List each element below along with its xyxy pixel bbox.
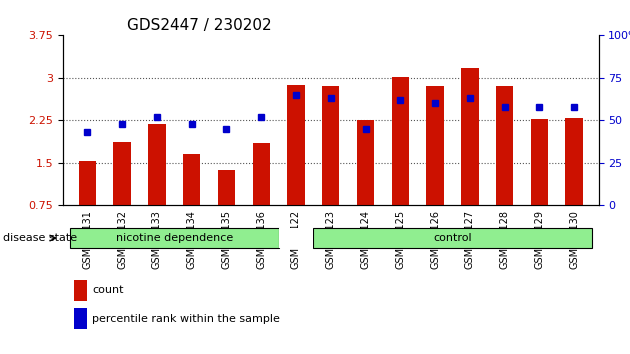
Bar (357, 120, 374, 205)
Bar (278, 228, 313, 249)
Bar (496, 86, 513, 205)
Text: count: count (93, 285, 124, 295)
Text: nicotine dependence: nicotine dependence (116, 233, 233, 243)
Bar (253, 143, 270, 205)
Bar (287, 85, 305, 205)
FancyBboxPatch shape (313, 228, 592, 249)
Bar (322, 86, 340, 205)
Bar (113, 142, 131, 205)
Text: percentile rank within the sample: percentile rank within the sample (93, 314, 280, 324)
Text: disease state: disease state (3, 233, 77, 243)
Bar (566, 118, 583, 205)
Text: GDS2447 / 230202: GDS2447 / 230202 (127, 18, 272, 33)
Bar (74, 280, 87, 301)
Bar (74, 308, 87, 329)
Bar (183, 154, 200, 205)
FancyBboxPatch shape (70, 228, 278, 249)
Bar (79, 161, 96, 205)
Bar (427, 86, 444, 205)
Bar (530, 119, 548, 205)
Text: control: control (433, 233, 472, 243)
Bar (461, 68, 479, 205)
Bar (148, 124, 166, 205)
Bar (392, 77, 409, 205)
Bar (218, 170, 235, 205)
